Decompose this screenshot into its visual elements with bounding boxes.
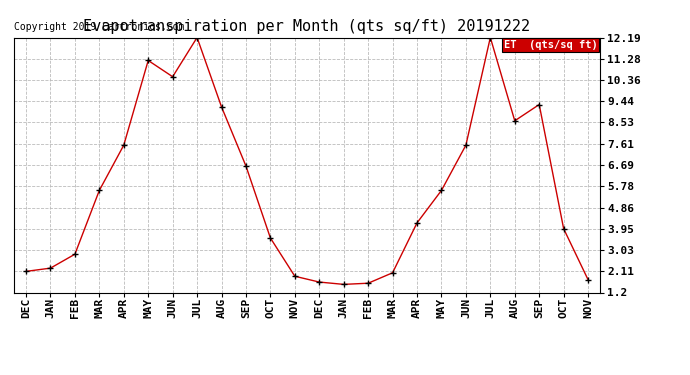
Text: Copyright 2019 Cartronics.com: Copyright 2019 Cartronics.com <box>14 22 184 32</box>
Text: ET  (qts/sq ft): ET (qts/sq ft) <box>504 40 598 50</box>
Title: Evapotranspiration per Month (qts sq/ft) 20191222: Evapotranspiration per Month (qts sq/ft)… <box>83 18 531 33</box>
